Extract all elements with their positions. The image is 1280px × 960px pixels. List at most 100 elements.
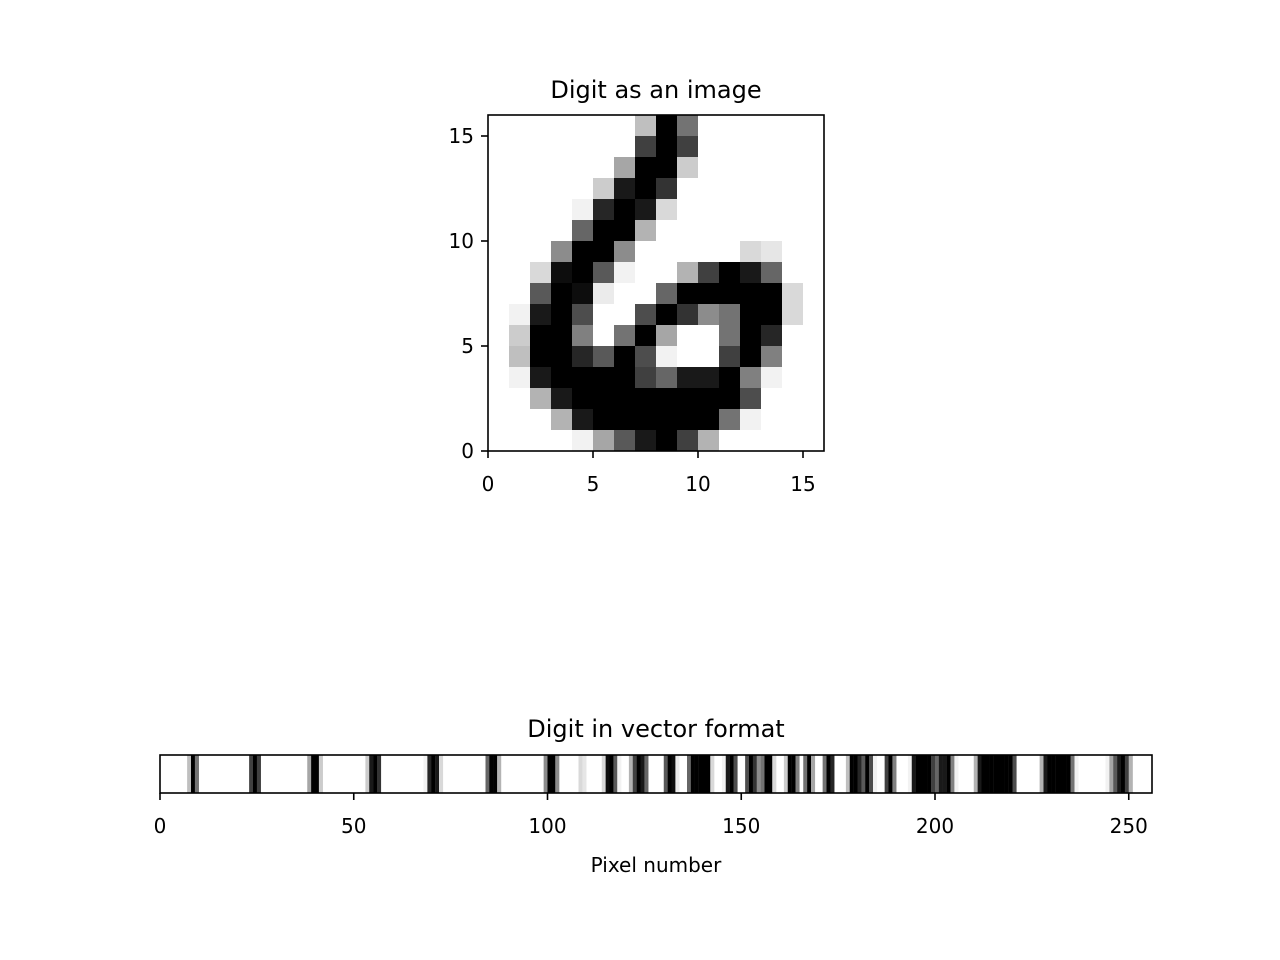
- image-cell: [572, 430, 594, 452]
- image-cell: [740, 115, 762, 137]
- image-cell: [761, 430, 783, 452]
- image-cell: [488, 367, 510, 389]
- image-cell: [719, 262, 741, 284]
- vector-cell: [857, 755, 862, 793]
- image-cell: [593, 346, 615, 368]
- image-cell: [509, 115, 531, 137]
- image-cell: [635, 346, 657, 368]
- image-cell: [593, 262, 615, 284]
- image-cell: [656, 346, 678, 368]
- image-cell: [614, 346, 636, 368]
- image-cell: [488, 409, 510, 431]
- image-cell: [572, 199, 594, 221]
- image-cell: [551, 136, 573, 158]
- vector-cell: [923, 755, 928, 793]
- vector-cell: [543, 755, 548, 793]
- image-cell: [530, 388, 552, 410]
- image-cell: [551, 199, 573, 221]
- vector-cell: [667, 755, 672, 793]
- image-cell: [740, 367, 762, 389]
- image-cell: [761, 304, 783, 326]
- image-cell: [803, 388, 825, 410]
- image-cell: [572, 136, 594, 158]
- image-cell: [782, 346, 804, 368]
- image-cell: [782, 409, 804, 431]
- image-cell: [551, 241, 573, 263]
- image-cell: [656, 304, 678, 326]
- vector-cell: [551, 755, 556, 793]
- image-cell: [782, 262, 804, 284]
- vector-cell: [644, 755, 649, 793]
- image-cell: [761, 409, 783, 431]
- image-cell: [677, 409, 699, 431]
- image-cell: [761, 325, 783, 347]
- image-cell: [614, 430, 636, 452]
- image-cell: [488, 388, 510, 410]
- image-cell: [488, 325, 510, 347]
- vector-cell: [690, 755, 695, 793]
- image-cell: [719, 220, 741, 242]
- vector-cell: [702, 755, 707, 793]
- image-cell: [593, 409, 615, 431]
- vector-cell: [884, 755, 889, 793]
- image-y-tick-label: 15: [449, 124, 474, 148]
- vector-cell: [946, 755, 951, 793]
- vector-x-tick-label: 150: [722, 814, 760, 838]
- image-cell: [677, 367, 699, 389]
- vector-cell: [865, 755, 870, 793]
- vector-cell: [888, 755, 893, 793]
- image-cell: [719, 115, 741, 137]
- image-cell: [740, 304, 762, 326]
- vector-cell: [640, 755, 645, 793]
- image-cell: [656, 325, 678, 347]
- image-cell: [635, 304, 657, 326]
- image-cell: [677, 346, 699, 368]
- vector-cell: [423, 755, 428, 793]
- image-y-tick-label: 5: [461, 334, 474, 358]
- image-cell: [509, 178, 531, 200]
- digit-vector-panel: Digit in vector format 0 50 100 150 200 250 P…: [154, 715, 1153, 877]
- image-cell: [509, 262, 531, 284]
- vector-cell: [772, 755, 777, 793]
- image-cells: [488, 115, 825, 452]
- image-cell: [488, 304, 510, 326]
- image-cell: [614, 136, 636, 158]
- image-cell: [698, 241, 720, 263]
- image-cell: [635, 325, 657, 347]
- image-cell: [782, 178, 804, 200]
- image-cell: [614, 367, 636, 389]
- vector-cell: [977, 755, 982, 793]
- image-cell: [740, 262, 762, 284]
- image-cell: [635, 409, 657, 431]
- image-cell: [761, 220, 783, 242]
- image-cell: [656, 199, 678, 221]
- image-cell: [488, 115, 510, 137]
- image-cell: [698, 367, 720, 389]
- vector-cell: [1055, 755, 1060, 793]
- image-cell: [635, 241, 657, 263]
- image-x-axis: 0 5 10 15: [482, 451, 816, 496]
- image-cell: [530, 262, 552, 284]
- image-cell: [593, 136, 615, 158]
- image-cell: [572, 346, 594, 368]
- vector-cell: [315, 755, 320, 793]
- image-cell: [656, 388, 678, 410]
- vector-cell: [729, 755, 734, 793]
- image-cell: [719, 409, 741, 431]
- vector-cell: [725, 755, 730, 793]
- image-cell: [635, 262, 657, 284]
- image-cell: [803, 136, 825, 158]
- image-cell: [593, 325, 615, 347]
- vector-cell: [822, 755, 827, 793]
- image-x-tick-label: 5: [587, 472, 600, 496]
- image-cell: [614, 388, 636, 410]
- vector-cell: [636, 755, 641, 793]
- image-cell: [530, 304, 552, 326]
- image-cell: [677, 241, 699, 263]
- image-cell: [509, 136, 531, 158]
- vector-cell: [950, 755, 955, 793]
- image-cell: [782, 220, 804, 242]
- vector-cell: [745, 755, 750, 793]
- image-cell: [656, 157, 678, 179]
- image-cell: [614, 199, 636, 221]
